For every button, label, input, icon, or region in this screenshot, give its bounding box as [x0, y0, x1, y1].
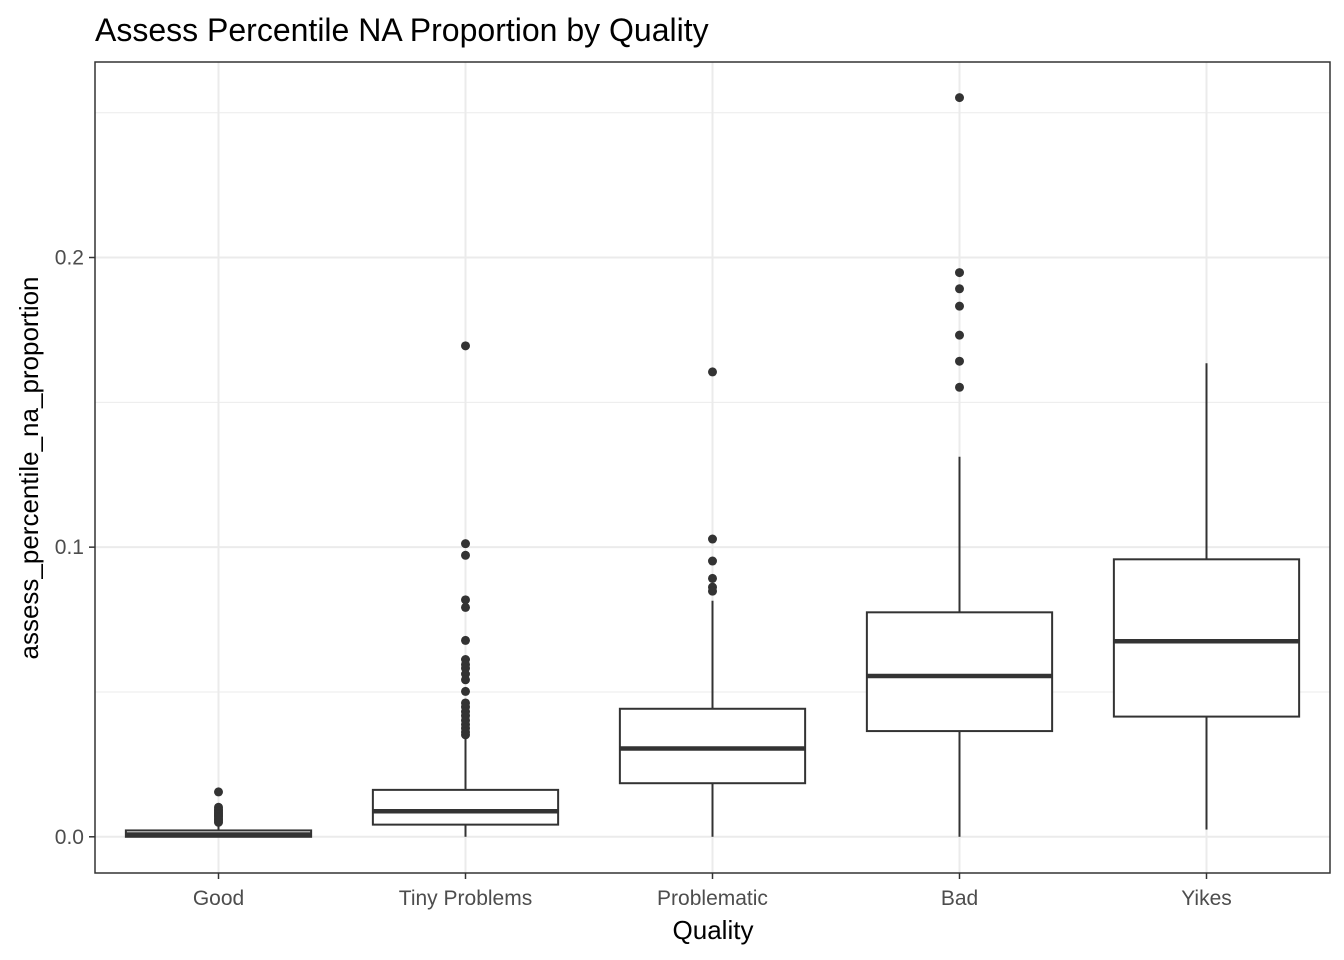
x-tick-label: Good: [193, 887, 244, 910]
box-tiny-problems: [371, 341, 560, 837]
outlier-point: [461, 341, 470, 351]
x-axis-title: Quality: [673, 915, 754, 945]
x-tick-label: Problematic: [657, 887, 768, 910]
outlier-point: [955, 301, 964, 311]
iqr-box: [618, 707, 807, 785]
iqr-box: [1112, 558, 1301, 718]
iqr-box: [371, 788, 560, 826]
box-bad: [865, 93, 1054, 837]
outlier-point: [461, 635, 470, 645]
outlier-point: [461, 730, 470, 740]
outlier-point: [461, 550, 470, 560]
outlier-point: [708, 367, 717, 377]
outlier-point: [708, 586, 717, 596]
y-axis-title: assess_percentile_na_proportion: [14, 276, 44, 659]
outlier-point: [955, 356, 964, 366]
outlier-point: [461, 539, 470, 549]
chart-title: Assess Percentile NA Proportion by Quali…: [95, 12, 709, 48]
box-good: [124, 787, 313, 838]
x-tick-label: Tiny Problems: [399, 887, 532, 910]
y-tick-label: 0.0: [55, 826, 84, 849]
x-tick-label: Yikes: [1181, 887, 1232, 910]
box-yikes: [1112, 363, 1301, 830]
box-series: [124, 93, 1301, 838]
outlier-point: [461, 595, 470, 605]
outlier-point: [955, 330, 964, 340]
outlier-point: [461, 602, 470, 612]
y-tick-label: 0.1: [55, 536, 84, 559]
outlier-point: [955, 284, 964, 294]
outlier-point: [708, 573, 717, 583]
outlier-point: [708, 534, 717, 544]
x-axis: Good Tiny Problems Problematic Bad Yikes: [193, 873, 1232, 910]
outlier-point: [214, 817, 223, 827]
outlier-point: [214, 787, 223, 797]
y-axis: 0.0 0.1 0.2: [55, 247, 95, 849]
x-tick-label: Bad: [941, 887, 978, 910]
outlier-point: [461, 675, 470, 685]
outlier-point: [708, 556, 717, 566]
outlier-point: [461, 686, 470, 696]
outlier-point: [955, 382, 964, 392]
box-problematic: [618, 367, 807, 837]
outlier-point: [955, 268, 964, 278]
outlier-point: [955, 93, 964, 103]
iqr-box: [865, 611, 1054, 733]
y-tick-label: 0.2: [55, 247, 84, 270]
